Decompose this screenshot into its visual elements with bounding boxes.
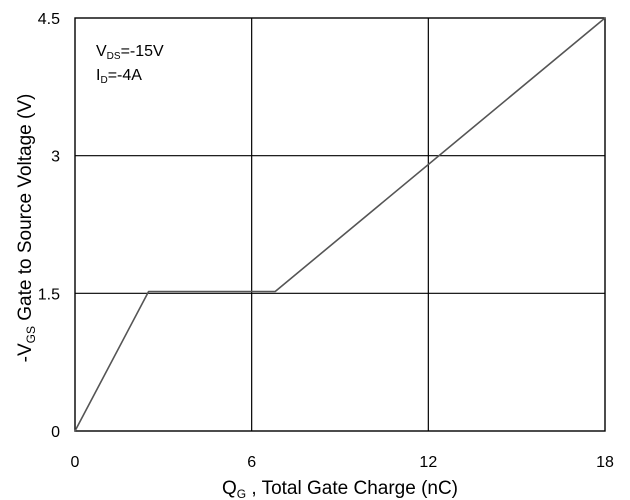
x-axis-label-main: Q: [222, 478, 237, 499]
y-axis-label-sub: GS: [24, 326, 38, 343]
y-tick-labels: 0 1.5 3 4.5: [38, 11, 60, 441]
x-axis-label: QG , Total Gate Charge (nC): [222, 478, 458, 500]
annotation-id-main: I: [96, 67, 100, 84]
y-tick-label-2: 3: [51, 149, 60, 166]
annotation-vds-rest: =-15V: [121, 43, 164, 60]
x-tick-label-3: 18: [596, 454, 614, 471]
y-axis-label-rest: Gate to Source Voltage (V): [15, 94, 36, 326]
y-tick-label-3: 4.5: [38, 11, 60, 28]
annotation-id-rest: =-4A: [108, 67, 143, 84]
x-axis-label-rest: , Total Gate Charge (nC): [246, 478, 458, 499]
y-axis-label-prefix: -V: [15, 343, 36, 362]
y-tick-label-1: 1.5: [38, 286, 60, 303]
annotation-vds-main: V: [96, 43, 107, 60]
x-tick-labels: 0 6 12 18: [71, 454, 614, 471]
annotation-vds: VDS=-15V: [96, 43, 164, 62]
x-tick-label-1: 6: [247, 454, 256, 471]
x-tick-label-0: 0: [71, 454, 80, 471]
y-axis-label: -VGS Gate to Source Voltage (V): [15, 94, 38, 363]
x-axis-label-sub: G: [237, 487, 246, 500]
series-line-0: [74, 17, 606, 432]
grid-lines: [75, 18, 605, 431]
plot-frame: [74, 17, 606, 432]
annotation-id-sub: D: [100, 75, 107, 86]
x-tick-label-2: 12: [419, 454, 437, 471]
annotation-vds-sub: DS: [107, 51, 121, 62]
y-tick-label-0: 0: [51, 424, 60, 441]
series-layer: [74, 17, 606, 432]
annotation-id: ID=-4A: [96, 67, 142, 86]
